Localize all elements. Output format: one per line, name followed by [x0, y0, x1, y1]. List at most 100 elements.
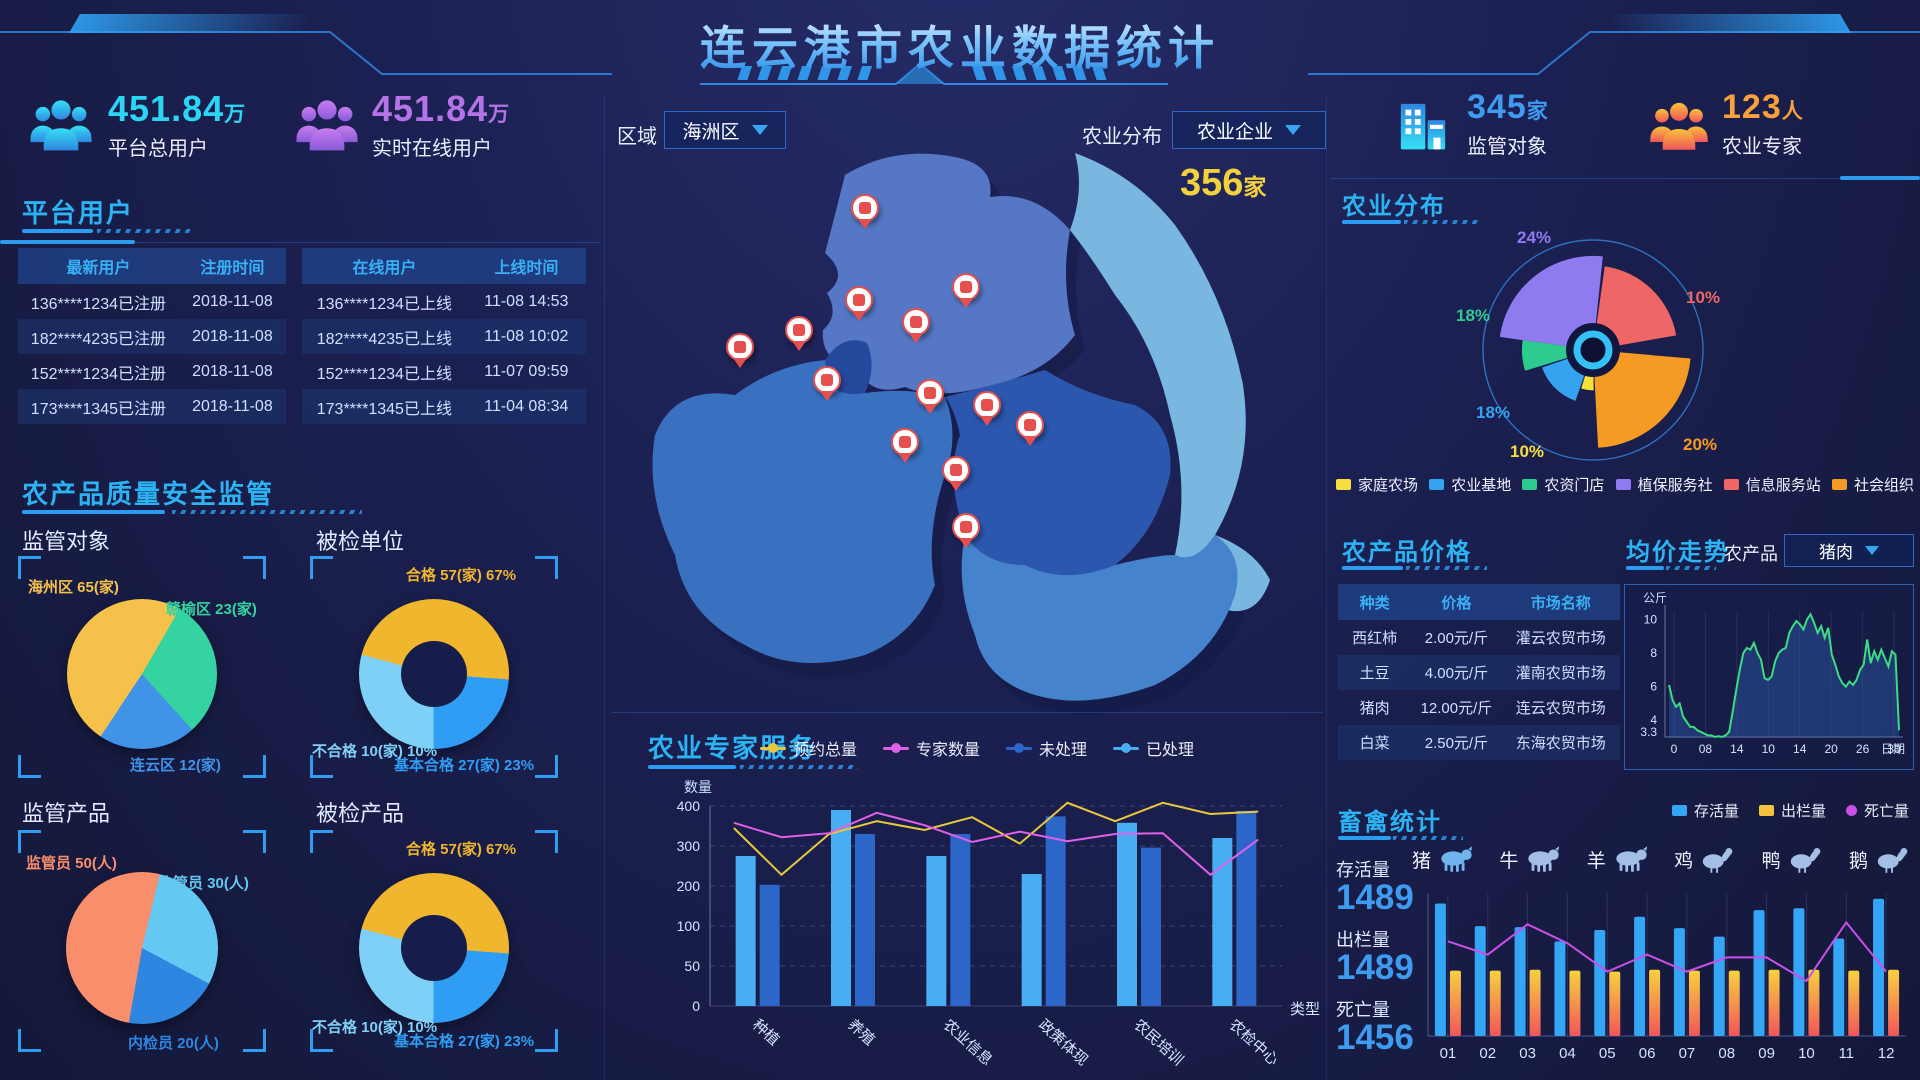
map-pin[interactable] — [845, 286, 873, 314]
svg-text:养殖: 养殖 — [844, 1016, 878, 1049]
section-title-expert-service: 农业专家服务 — [648, 733, 817, 763]
pie-slice-label: 赣榆区 23(家) — [166, 601, 257, 618]
legend-item[interactable]: 家庭农场 — [1336, 474, 1418, 495]
survive-label: 存活量 — [1336, 860, 1390, 880]
svg-text:10: 10 — [1644, 612, 1658, 626]
chart-title-inspected-products: 被检产品 — [316, 801, 405, 826]
animal-tab-goose[interactable]: 鹅 — [1849, 846, 1912, 873]
svg-text:3.3: 3.3 — [1640, 725, 1657, 739]
table-header-cell: 种类 — [1359, 594, 1390, 612]
pie-slice-label: 连云区 12(家) — [130, 757, 221, 774]
bar-processed — [1021, 874, 1042, 1006]
bar-survive — [1673, 928, 1685, 1036]
map-pin[interactable] — [902, 308, 930, 336]
legend-label: 家庭农场 — [1358, 477, 1419, 494]
animal-tab-chicken[interactable]: 鸡 — [1674, 846, 1737, 873]
distribution-select[interactable]: 农业企业 — [1172, 111, 1326, 149]
svg-text:公斤: 公斤 — [1643, 591, 1667, 605]
rose-percent-label: 10% — [1510, 442, 1545, 461]
chicken-icon — [1702, 848, 1733, 873]
legend-item[interactable]: 出栏量 — [1759, 800, 1826, 821]
legend-swatch — [1429, 479, 1445, 490]
table-header-cell: 注册时间 — [200, 260, 265, 277]
map-pin[interactable] — [952, 273, 980, 301]
product-select-label: 农产品 — [1724, 544, 1778, 564]
inspected-units-chart: 合格 57(家) 67% 基本合格 27(家) 23% 不合格 10(家) 10% — [310, 556, 558, 778]
death-value: 1456 — [1336, 1018, 1414, 1057]
chart-title-supervise-objects: 监管对象 — [22, 529, 111, 554]
legend-item[interactable]: 社会组织 — [1831, 474, 1914, 495]
animal-tab-cow[interactable]: 牛 — [1499, 846, 1562, 873]
online-users-label: 实时在线用户 — [372, 138, 492, 160]
legend-item[interactable]: 预约总量 — [760, 736, 857, 760]
region-select-label: 区域 — [617, 126, 657, 148]
legend-item[interactable]: 农资门店 — [1522, 474, 1604, 495]
map-pin[interactable] — [952, 513, 980, 541]
legend-item[interactable]: 信息服务站 — [1723, 474, 1821, 495]
table-cell: 4.00元/斤 — [1424, 665, 1489, 682]
map-pin[interactable] — [1016, 411, 1044, 439]
map-pin[interactable] — [851, 194, 879, 222]
map-pin[interactable] — [891, 428, 919, 456]
region-select[interactable]: 海洲区 — [664, 111, 786, 149]
pie-donut — [359, 873, 509, 1023]
map-region-south — [961, 535, 1238, 701]
animal-tab-pig[interactable]: 猪 — [1412, 846, 1475, 873]
map-region-north — [822, 153, 1075, 394]
animal-tab-duck[interactable]: 鸭 — [1762, 846, 1825, 873]
svg-text:农业信息: 农业信息 — [940, 1016, 996, 1069]
line-series — [733, 801, 1259, 877]
legend-item[interactable]: 存活量 — [1672, 800, 1739, 821]
pie-slice-label: 内检员 20(人) — [128, 1035, 219, 1052]
region-select-value: 海洲区 — [682, 121, 740, 143]
legend-item[interactable]: 专家数量 — [883, 736, 980, 760]
bar-slaughter — [1489, 970, 1501, 1036]
table-cell: 2018-11-08 — [192, 362, 273, 380]
legend-label: 植保服务社 — [1637, 477, 1713, 494]
table-row: 152****1234已上线 11-07 09:59 — [302, 354, 586, 389]
table-cell: 11-08 10:02 — [484, 327, 569, 345]
pie-slice-label: 合格 57(家) 67% — [406, 841, 517, 858]
map-canvas — [652, 153, 1270, 715]
right-stats-divider — [1330, 176, 1920, 180]
legend-marker — [883, 743, 910, 753]
animal-tab-goat[interactable]: 羊 — [1587, 846, 1650, 873]
table-header-row: 最新用户 注册时间 — [18, 248, 286, 284]
product-select[interactable]: 猪肉 — [1784, 534, 1914, 567]
map-pin[interactable] — [726, 333, 754, 361]
agri-distribution-legend: 家庭农场 农业基地 农资门店 植保服务社 信息服务站 社会组织 — [1336, 474, 1914, 495]
bar-processed — [735, 856, 756, 1006]
goose-icon — [1877, 848, 1908, 873]
legend-marker — [1113, 743, 1140, 753]
legend-item[interactable]: 已处理 — [1113, 736, 1194, 760]
legend-item[interactable]: 农业基地 — [1429, 474, 1511, 495]
legend-item[interactable]: 死亡量 — [1846, 800, 1909, 821]
section-title-quality: 农产品质量安全监管 — [22, 479, 275, 509]
map-pin[interactable] — [785, 316, 813, 344]
survive-value: 1489 — [1336, 878, 1414, 917]
pig-icon — [1441, 846, 1473, 872]
legend-label: 农业基地 — [1451, 477, 1512, 494]
table-row: 136****1234已上线 11-08 14:53 — [302, 284, 586, 319]
bar-processed — [1212, 838, 1233, 1006]
svg-text:4: 4 — [1650, 713, 1657, 727]
pie-slice-label: 海州区 65(家) — [28, 579, 119, 596]
map-pin[interactable] — [973, 391, 1001, 419]
legend-item[interactable]: 未处理 — [1006, 736, 1087, 760]
map-pin[interactable] — [813, 366, 841, 394]
legend-item[interactable]: 植保服务社 — [1615, 474, 1713, 495]
animal-tab-label: 鹅 — [1848, 851, 1868, 872]
table-header-cell: 价格 — [1441, 594, 1472, 612]
left-panel-divider — [604, 95, 605, 1080]
bar-unprocessed — [950, 834, 971, 1006]
map-pin[interactable] — [942, 456, 970, 484]
section-title-price-trend: 均价走势 — [1626, 539, 1730, 566]
expert-underline — [648, 764, 858, 770]
table-cell: 2.00元/斤 — [1424, 630, 1489, 647]
animal-tab-label: 猪 — [1412, 851, 1432, 872]
map-pin[interactable] — [916, 379, 944, 407]
online-users-icon — [296, 100, 358, 151]
duck-icon — [1790, 848, 1820, 873]
legend-marker — [1006, 743, 1033, 753]
